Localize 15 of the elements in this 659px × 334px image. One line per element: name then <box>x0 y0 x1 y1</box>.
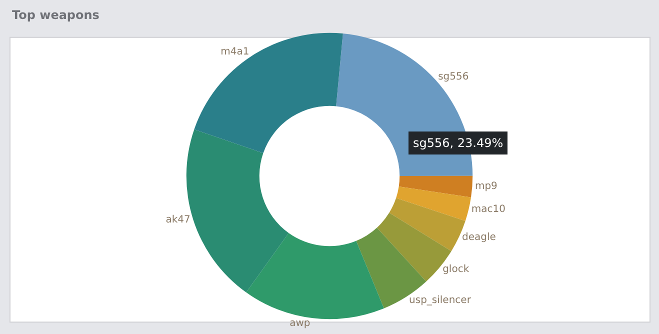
slice-label: glock <box>442 264 470 275</box>
donut-slice <box>194 32 343 154</box>
slice-label: deagle <box>462 232 496 243</box>
donut-slice <box>398 176 473 198</box>
slice-label: m4a1 <box>220 46 250 58</box>
slice-label: awp <box>290 318 310 330</box>
slice-label: mp9 <box>474 181 498 192</box>
donut-slice <box>246 233 384 320</box>
slice-label: ak47 <box>166 214 190 226</box>
slice-label: usp_silencer <box>409 295 472 306</box>
text: sg556, 23.49% <box>413 136 504 150</box>
text: Top weapons <box>12 8 100 22</box>
slice-label: sg556 <box>438 72 469 83</box>
slice-label: mac10 <box>471 204 506 216</box>
donut-slice <box>396 186 472 222</box>
